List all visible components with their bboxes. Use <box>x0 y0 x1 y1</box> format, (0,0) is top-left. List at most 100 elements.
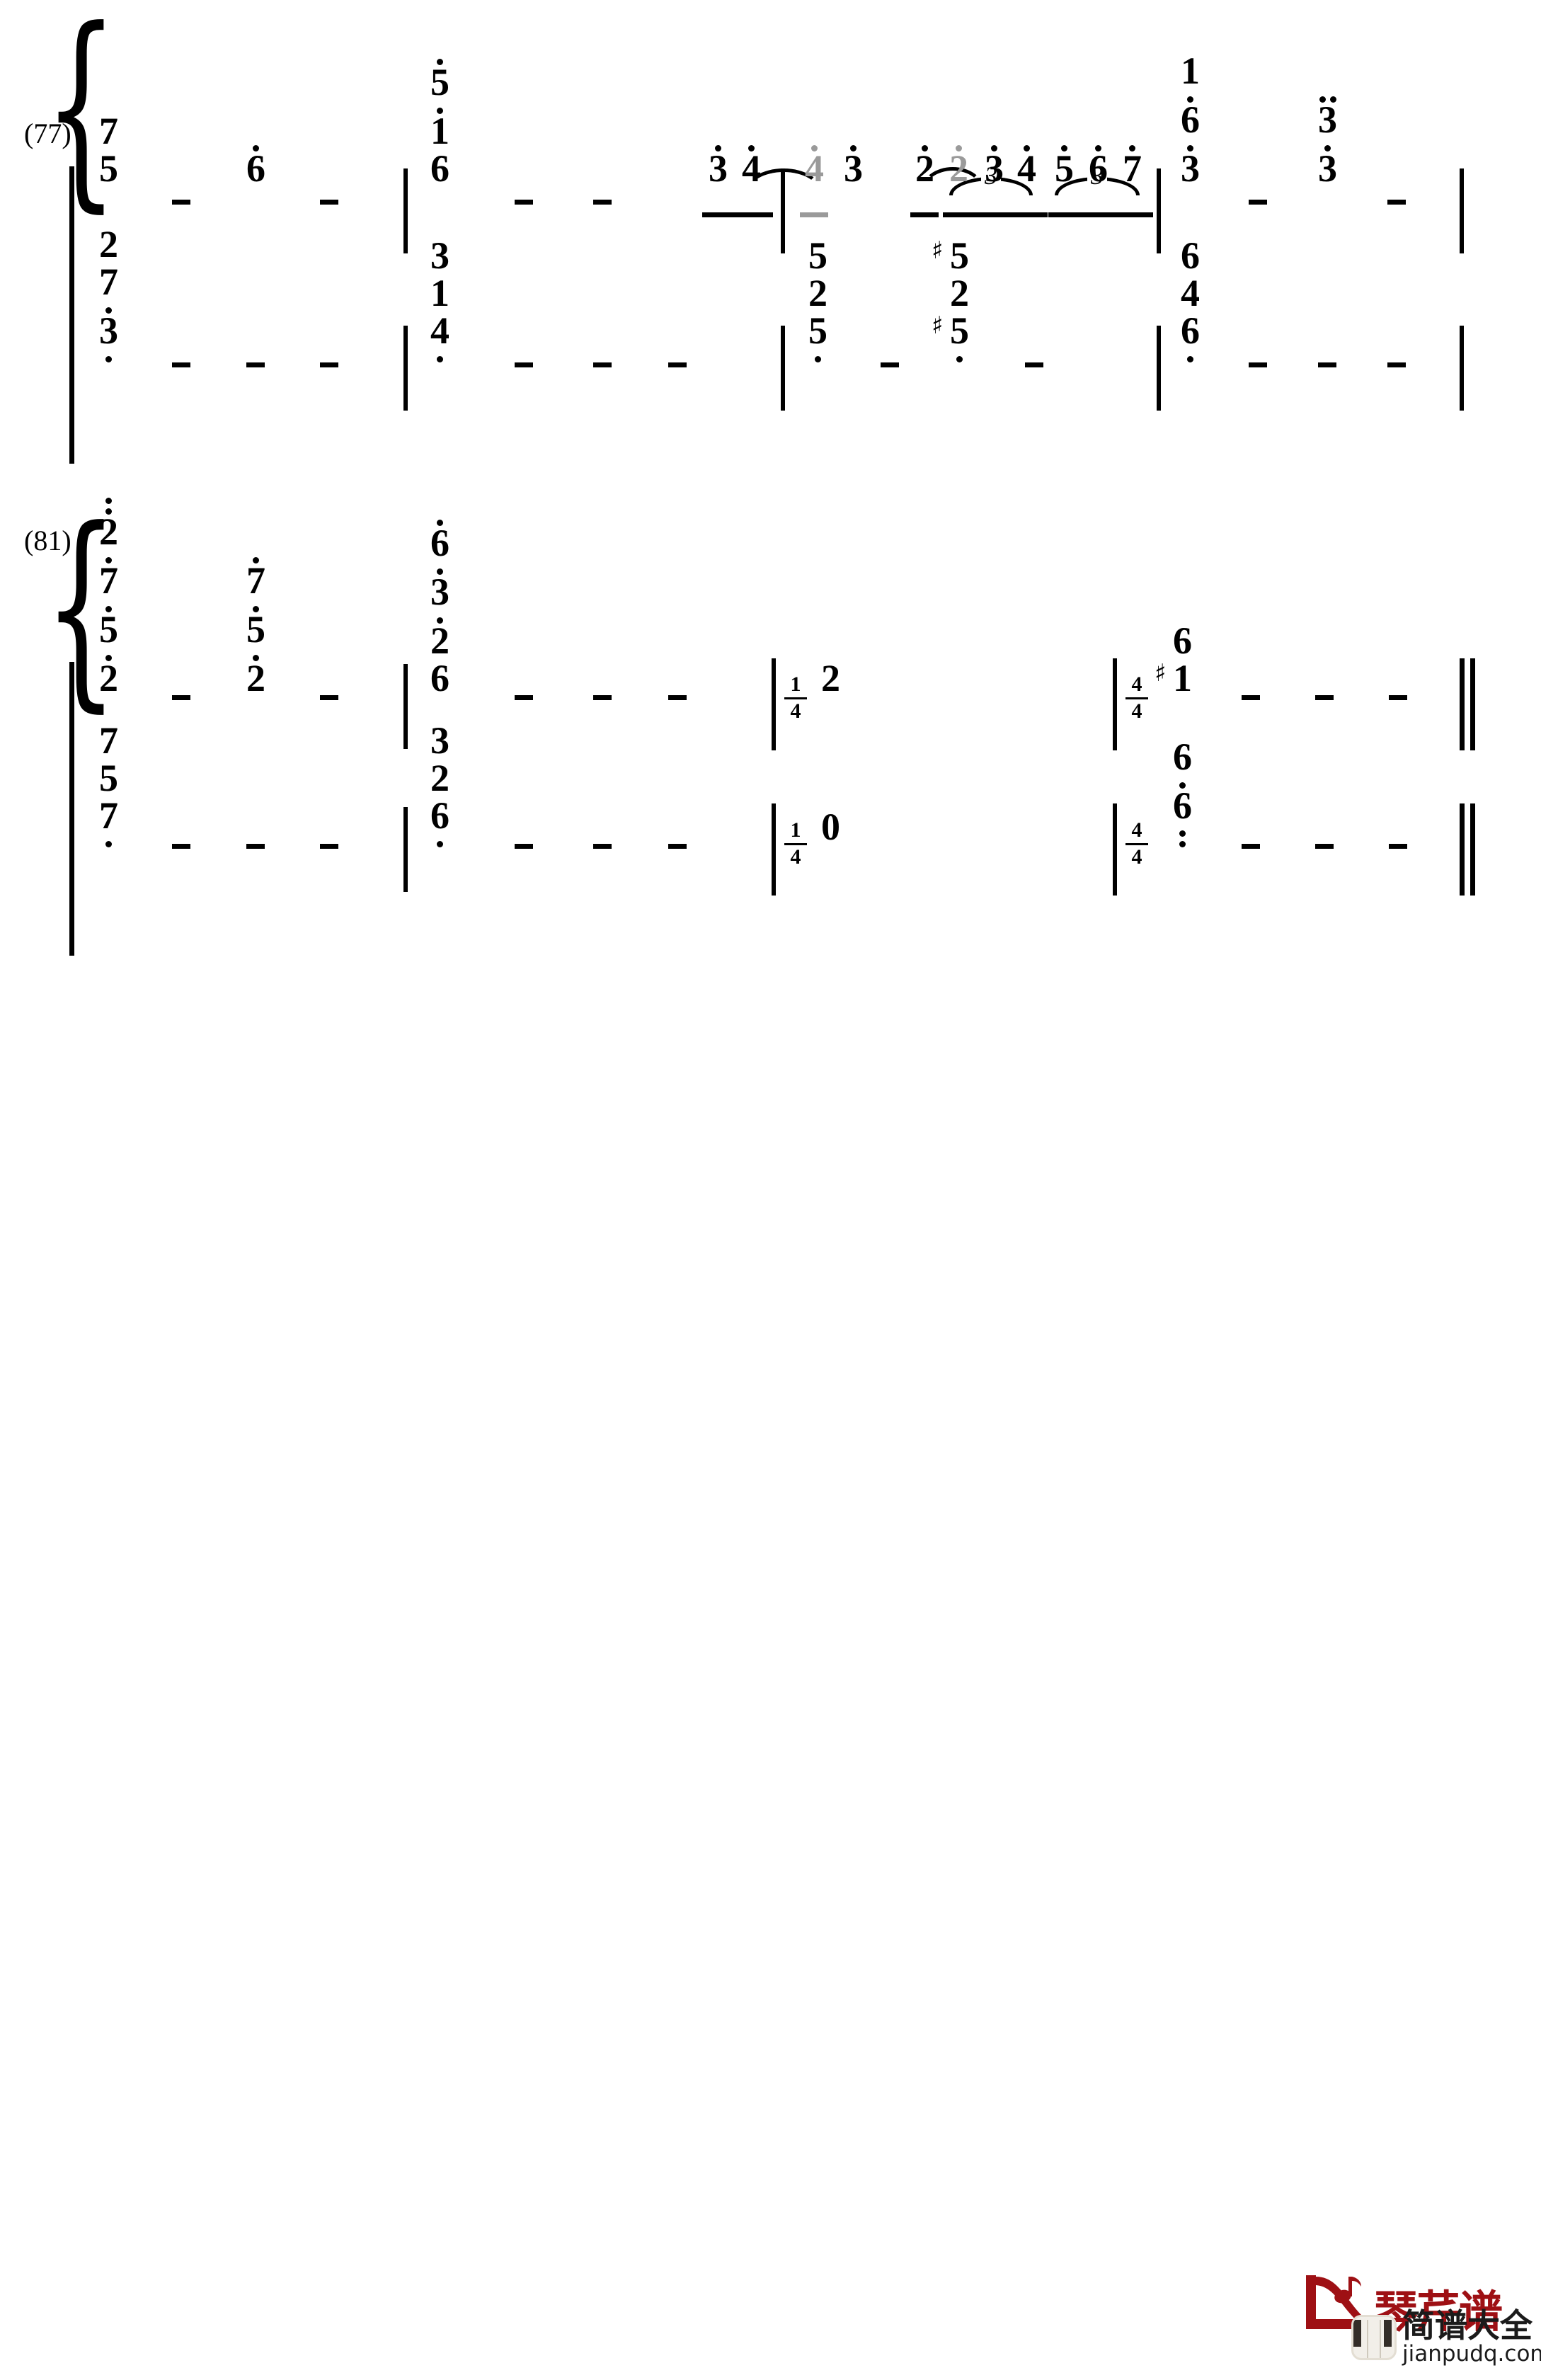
sustain-dash <box>515 844 533 849</box>
beam <box>800 212 828 217</box>
note-digit: 2 <box>821 657 840 700</box>
note-digit: 3 <box>430 571 449 614</box>
sustain-dash <box>515 695 533 700</box>
octave-dot-below <box>105 835 112 848</box>
measure-number-77: (77) <box>24 118 71 149</box>
note-digit: 2 <box>808 272 827 315</box>
octave-dot-above <box>1324 139 1331 152</box>
barline <box>403 664 408 749</box>
note-digit: 3 <box>99 309 118 353</box>
note-digit: 5 ♯ <box>932 309 969 353</box>
note-digit: 5 <box>1055 147 1074 190</box>
sustain-dash <box>1389 844 1407 849</box>
note-digit: 7 <box>99 719 118 762</box>
system-2: (81) { 2 5 7 2 2 5 7 <box>0 453 1541 956</box>
octave-dot-above <box>956 139 962 152</box>
system-brace: { <box>44 0 118 231</box>
note-digit: 1 <box>430 110 449 153</box>
barline <box>403 326 408 411</box>
note-treble-m83-b1: 2 <box>821 657 840 700</box>
note-digit: 6 <box>1089 147 1108 190</box>
octave-dots-below-double <box>1179 825 1186 848</box>
chord-bass-m78-b1: 4 1 3 <box>430 236 449 363</box>
time-sig-numerator: 1 <box>790 673 801 696</box>
chord-treble-m78-b1: 6 1 5 <box>430 52 449 188</box>
time-sig-divider <box>1125 842 1148 845</box>
barline <box>1460 326 1464 411</box>
octave-dot-above <box>1187 90 1193 103</box>
octave-dot-below <box>105 301 112 314</box>
sustain-dash <box>1025 362 1043 367</box>
sustain-dash <box>1249 200 1267 205</box>
sustain-dash <box>172 362 190 367</box>
chord-treble-m80-b3: 3 3 <box>1318 90 1337 188</box>
note-digit: 3 <box>1318 147 1337 190</box>
site-logo[interactable]: 琴芹谱 简谱大全 jianpudq.com <box>1272 2262 1541 2376</box>
note-digit: 6 <box>1181 309 1200 353</box>
chord-bass-m77-b1: 3 7 2 <box>99 225 118 363</box>
sustain-dash <box>1387 362 1406 367</box>
sustain-dash <box>593 695 612 700</box>
note-digit: 5 <box>99 757 118 800</box>
beam <box>702 212 773 217</box>
note-digit: 6 <box>1173 784 1192 828</box>
barline <box>1113 803 1117 896</box>
piano-keys-icon <box>1351 2315 1397 2361</box>
triplet-bracket: 3 <box>1055 163 1140 197</box>
sustain-dash <box>1242 844 1260 849</box>
note-digit: 3 <box>844 147 863 190</box>
note-digit: 2 <box>430 619 449 663</box>
measure-number-81: (81) <box>24 525 71 556</box>
sustain-dash <box>172 200 190 205</box>
chord-treble-m82-b1: 6 2 3 6 <box>430 513 449 697</box>
note-treble-m79-t2a: 5 <box>1055 139 1074 188</box>
note-treble-m79-b1b: 3 <box>844 139 863 188</box>
octave-dot-below <box>105 350 112 363</box>
octave-dot-above <box>105 551 112 564</box>
sustain-dash <box>1242 695 1260 700</box>
note-digit: 4 <box>430 309 449 353</box>
octave-dot-above <box>437 513 443 527</box>
time-sig-divider <box>1125 697 1148 699</box>
chord-treble-m80-b1: 3 6 1 <box>1181 52 1200 188</box>
sharp-icon: ♯ <box>932 311 944 341</box>
octave-dot-above <box>922 139 928 152</box>
sustain-dash <box>1315 695 1334 700</box>
octave-dot-above <box>253 600 259 613</box>
chord-bass-m79-b1: 5 2 5 <box>808 236 827 363</box>
note-digit: 5 <box>246 608 265 651</box>
octave-dot-above <box>253 648 259 662</box>
barline <box>781 326 785 411</box>
sustain-dash <box>1315 844 1334 849</box>
note-digit: 4 <box>1017 147 1036 190</box>
note-treble-m79-t1c: 4 <box>1017 139 1036 188</box>
octave-dot-above <box>437 52 443 66</box>
triplet-bracket: 3 <box>949 163 1033 197</box>
sharp-icon: ♯ <box>1155 659 1167 688</box>
logo-brand-cn-dark: 简谱大全 <box>1402 2306 1533 2345</box>
note-digit: 5 <box>808 309 827 353</box>
time-signature-1-4: 1 4 <box>784 819 807 868</box>
octave-dot-above <box>1095 139 1101 152</box>
octave-dot-above <box>811 139 818 152</box>
note-digit: 5 ♯ <box>932 234 969 278</box>
octave-dot-above <box>105 600 112 613</box>
system-1: (77) { 5 7 6 6 1 5 3 <box>0 1 1541 464</box>
note-digit: 1 <box>1181 50 1200 93</box>
barline <box>1157 326 1161 411</box>
note-digit: 1 <box>430 272 449 315</box>
note-treble-m79-t2c: 7 <box>1123 139 1142 188</box>
logo-text-block: 简谱大全 jianpudq.com <box>1402 2309 1541 2366</box>
beam <box>1048 212 1153 217</box>
note-digit: 3 <box>1181 147 1200 190</box>
barline <box>1460 168 1464 253</box>
sustain-dash <box>320 200 338 205</box>
tie <box>921 167 985 191</box>
note-digit: 6 <box>1173 619 1192 663</box>
barline <box>772 803 776 896</box>
chord-treble-m81-b3: 2 5 7 <box>246 551 265 697</box>
logo-url: jianpudq.com <box>1402 2341 1541 2367</box>
barline <box>781 168 785 253</box>
note-digit: 4 <box>805 147 824 190</box>
